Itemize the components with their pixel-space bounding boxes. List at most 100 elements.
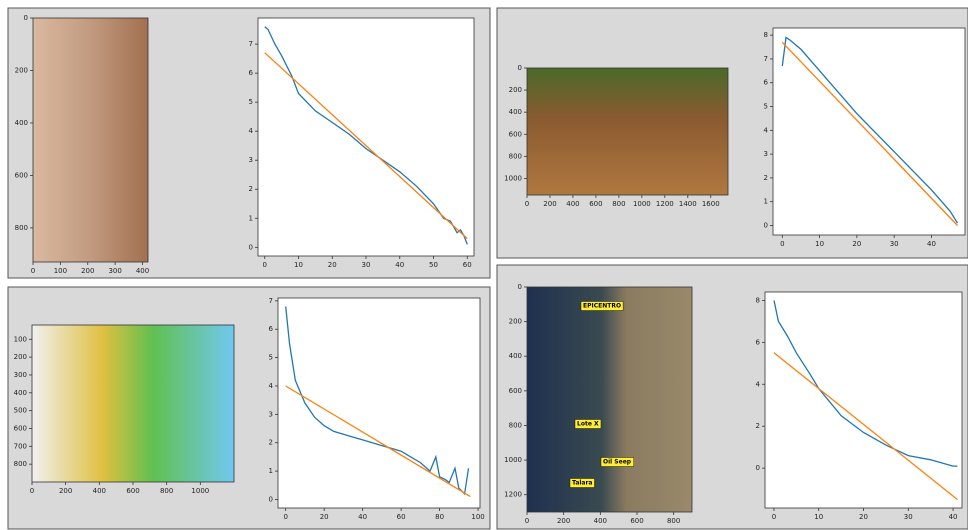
y-tick-label: 0 <box>24 14 28 22</box>
y-tick-label: 400 <box>15 119 28 127</box>
y-tick-label: 4 <box>764 126 769 134</box>
x-tick-label: 0 <box>525 200 529 208</box>
x-tick-label: 40 <box>949 513 958 521</box>
x-tick-label: 20 <box>852 240 861 248</box>
y-tick-label: 800 <box>14 460 27 468</box>
y-tick-label: 400 <box>509 108 522 116</box>
y-tick-label: 200 <box>14 353 27 361</box>
y-tick-label: 2 <box>756 422 760 430</box>
x-tick-label: 0 <box>283 513 287 521</box>
x-tick-label: 0 <box>772 513 776 521</box>
y-tick-label: 6 <box>269 325 274 333</box>
x-tick-label: 600 <box>126 487 139 495</box>
y-tick-label: 400 <box>14 389 27 397</box>
x-tick-label: 0 <box>780 240 784 248</box>
image <box>32 325 234 482</box>
y-tick-label: 200 <box>15 66 28 74</box>
image <box>33 18 148 262</box>
x-tick-label: 1600 <box>702 200 720 208</box>
y-tick-label: 2 <box>764 174 768 182</box>
x-tick-label: 200 <box>59 487 72 495</box>
x-tick-label: 40 <box>358 513 367 521</box>
x-tick-label: 20 <box>328 261 337 269</box>
y-tick-label: 0 <box>249 243 253 251</box>
x-tick-label: 10 <box>814 513 823 521</box>
x-tick-label: 80 <box>435 513 444 521</box>
y-tick-label: 8 <box>756 296 760 304</box>
x-tick-label: 400 <box>136 267 149 275</box>
y-tick-label: 1 <box>764 198 768 206</box>
y-tick-label: 1 <box>269 467 273 475</box>
y-tick-label: 6 <box>249 69 254 77</box>
x-tick-label: 20 <box>320 513 329 521</box>
y-tick-label: 8 <box>764 31 768 39</box>
x-tick-label: 100 <box>54 267 67 275</box>
x-tick-label: 800 <box>160 487 173 495</box>
y-tick-label: 0 <box>764 221 768 229</box>
x-tick-label: 400 <box>594 517 607 525</box>
image <box>527 68 728 195</box>
y-tick-label: 3 <box>269 410 273 418</box>
x-tick-label: 200 <box>543 200 556 208</box>
y-tick-label: 2 <box>269 439 273 447</box>
x-tick-label: 0 <box>525 517 529 525</box>
x-tick-label: 0 <box>30 487 34 495</box>
x-tick-label: 20 <box>859 513 868 521</box>
y-tick-label: 600 <box>15 171 28 179</box>
x-tick-label: 600 <box>630 517 643 525</box>
x-tick-label: 60 <box>397 513 406 521</box>
x-tick-label: 600 <box>589 200 602 208</box>
y-tick-label: 800 <box>15 224 28 232</box>
plot-area <box>278 298 480 508</box>
y-tick-label: 1200 <box>504 491 522 499</box>
y-tick-label: 0 <box>518 64 522 72</box>
y-tick-label: 500 <box>14 407 27 415</box>
image <box>527 287 692 512</box>
annotation: Oil Seep <box>603 459 632 466</box>
x-tick-label: 300 <box>108 267 121 275</box>
figure: 0100200300400020040060080001020304050600… <box>0 0 968 530</box>
annotation: Talara <box>572 480 592 487</box>
y-tick-label: 5 <box>269 354 273 362</box>
y-tick-label: 6 <box>764 79 769 87</box>
x-tick-label: 0 <box>263 261 267 269</box>
x-tick-label: 400 <box>93 487 106 495</box>
x-tick-label: 200 <box>81 267 94 275</box>
y-tick-label: 5 <box>764 103 768 111</box>
x-tick-label: 800 <box>612 200 625 208</box>
y-tick-label: 4 <box>249 127 254 135</box>
y-tick-label: 400 <box>509 352 522 360</box>
x-tick-label: 800 <box>667 517 680 525</box>
y-tick-label: 600 <box>509 130 522 138</box>
y-tick-label: 200 <box>509 318 522 326</box>
x-tick-label: 10 <box>815 240 824 248</box>
x-tick-label: 30 <box>904 513 913 521</box>
x-tick-label: 40 <box>927 240 936 248</box>
x-tick-label: 60 <box>463 261 472 269</box>
x-tick-label: 1400 <box>679 200 697 208</box>
y-tick-label: 3 <box>764 150 768 158</box>
x-tick-label: 1000 <box>633 200 651 208</box>
annotation: Lote X <box>577 421 599 428</box>
y-tick-label: 1000 <box>504 174 522 182</box>
plot-area <box>258 18 474 256</box>
x-tick-label: 200 <box>557 517 570 525</box>
y-tick-label: 4 <box>269 382 274 390</box>
x-tick-label: 0 <box>31 267 35 275</box>
x-tick-label: 30 <box>890 240 899 248</box>
y-tick-label: 800 <box>509 152 522 160</box>
y-tick-label: 7 <box>269 297 273 305</box>
x-tick-label: 50 <box>429 261 438 269</box>
x-tick-label: 400 <box>566 200 579 208</box>
y-tick-label: 200 <box>509 86 522 94</box>
x-tick-label: 1000 <box>191 487 209 495</box>
y-tick-label: 1 <box>249 214 253 222</box>
annotation: EPICENTRO <box>583 303 621 310</box>
y-tick-label: 6 <box>756 338 761 346</box>
y-tick-label: 300 <box>14 371 27 379</box>
y-tick-label: 100 <box>14 335 27 343</box>
x-tick-label: 100 <box>471 513 484 521</box>
y-tick-label: 5 <box>249 98 253 106</box>
x-tick-label: 30 <box>362 261 371 269</box>
y-tick-label: 3 <box>249 156 253 164</box>
